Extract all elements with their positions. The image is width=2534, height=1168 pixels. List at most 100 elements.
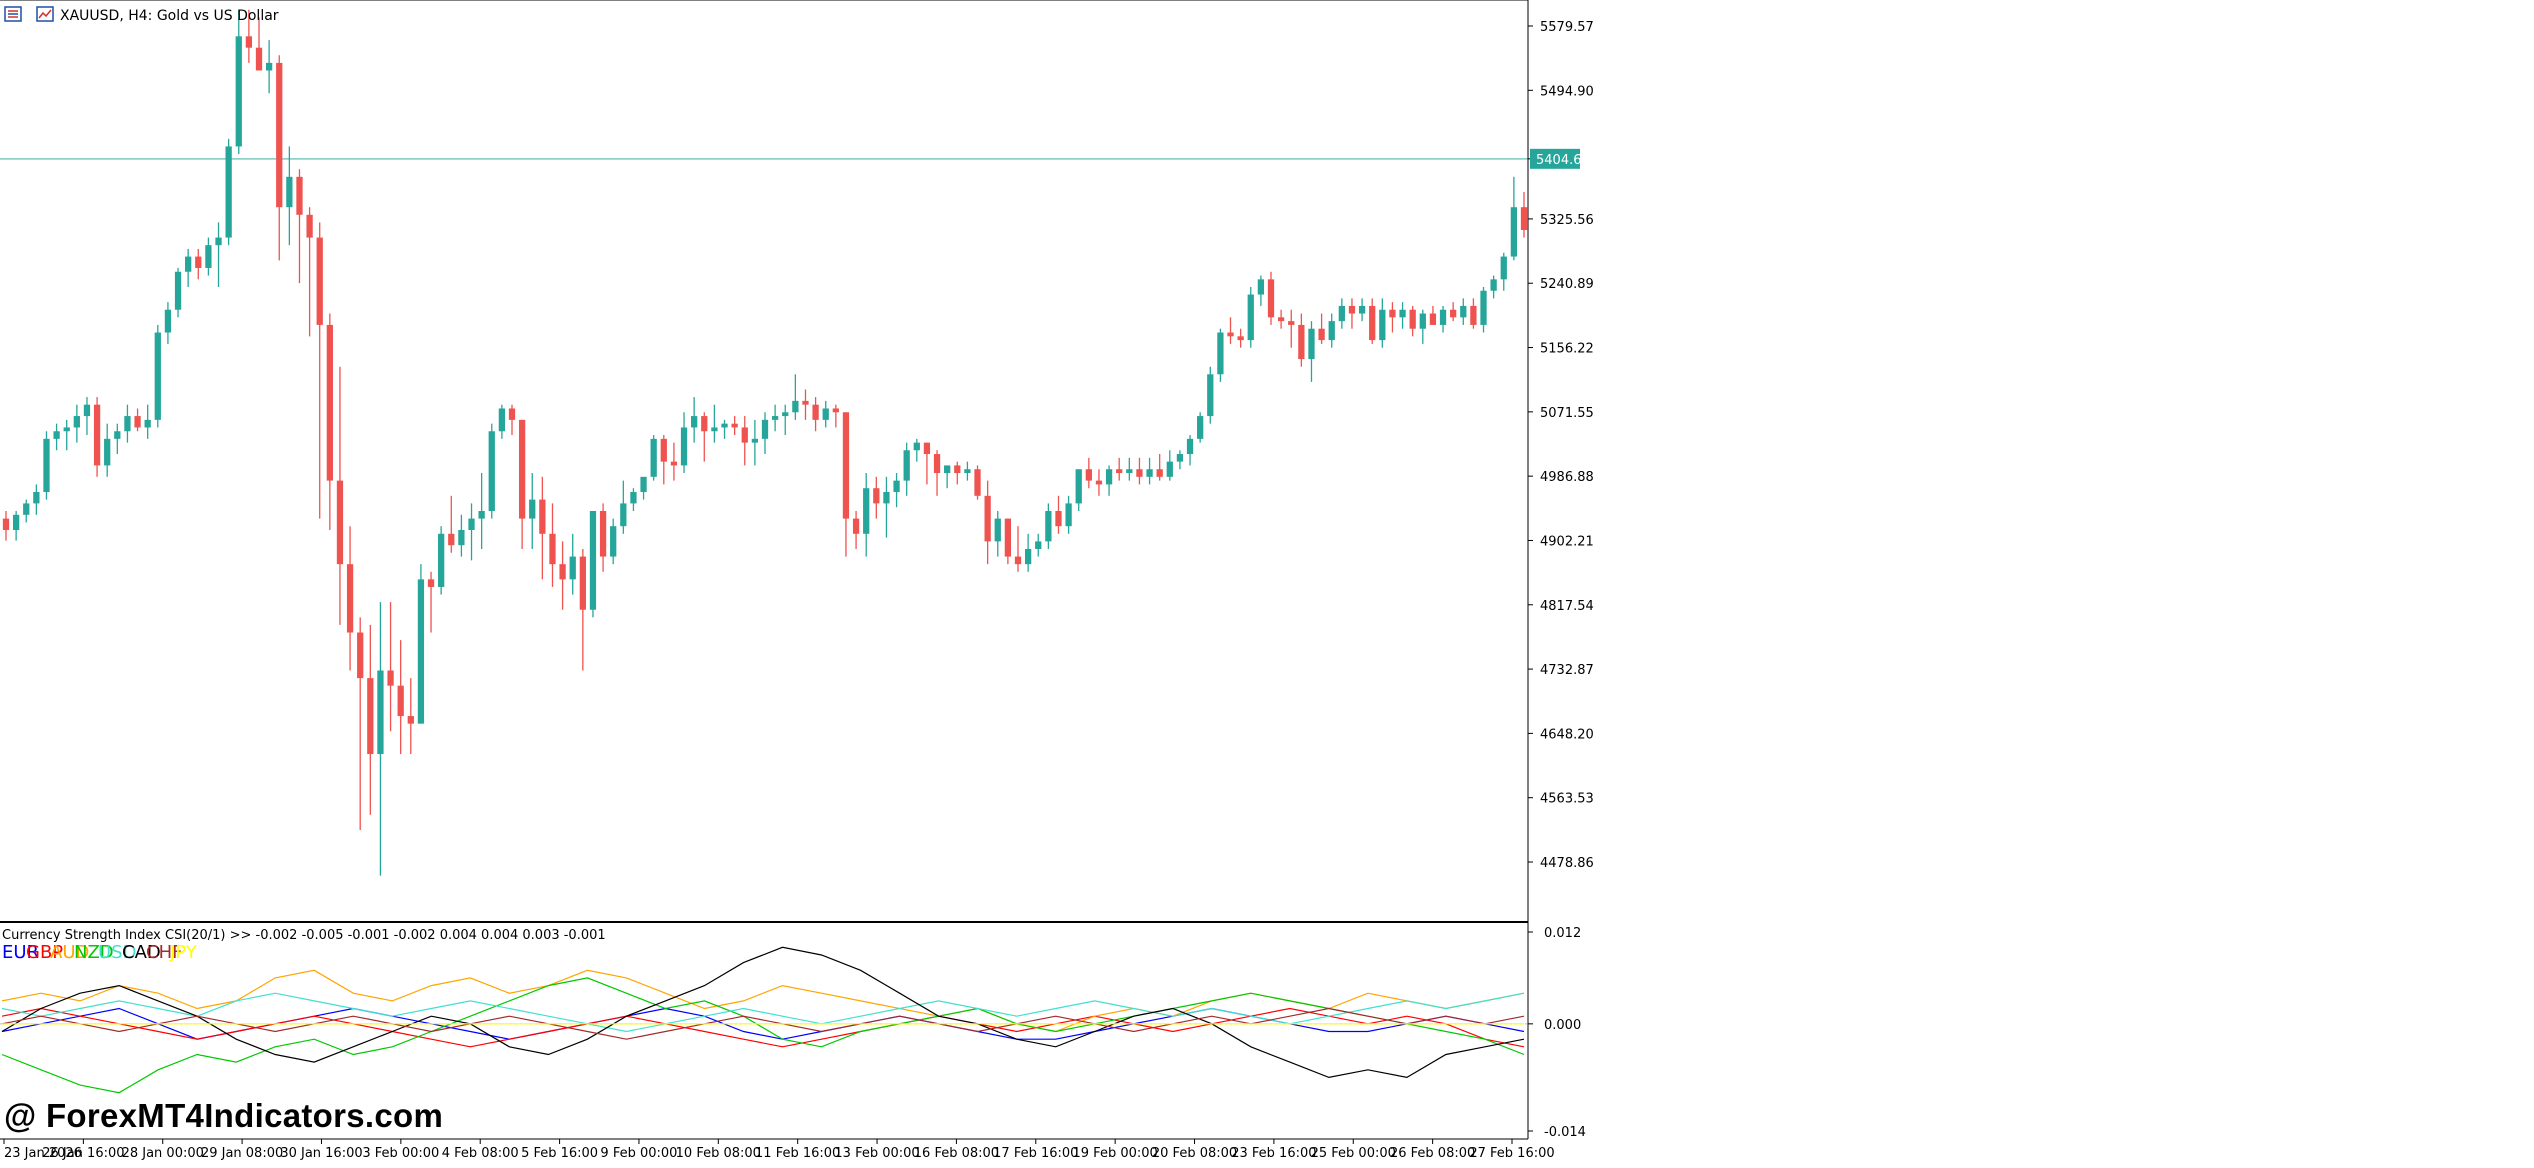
price-label: 5071.55 [1540,406,1594,421]
candle [427,571,435,633]
csi-line-cad [1,946,1525,1079]
indicator-chart-icon[interactable] [36,6,54,22]
candle [185,248,192,287]
candle-body [1207,374,1214,417]
candle [1146,457,1153,485]
candle-body [1136,469,1143,477]
time-label: 26 Jan 16:00 [42,1146,124,1161]
candle [559,541,566,610]
price-scale: 5579.57 5494.90 5404.69 5325.56 5240.89 5156.… [0,0,1594,1140]
candle [12,511,20,541]
candle-body [427,579,435,587]
candle-body [1358,305,1366,314]
candle [1186,435,1194,466]
candle-body [1419,313,1426,329]
time-label: 29 Jan 08:00 [201,1146,283,1161]
candle [63,419,70,451]
chart-list-icon[interactable] [4,6,22,22]
time-label: 3 Feb 00:00 [362,1146,439,1161]
candle [1338,298,1345,329]
candle-body [73,416,80,428]
time-label: 11 Feb 16:00 [755,1146,840,1161]
candle-body [265,62,273,71]
candle-body [1075,469,1082,504]
candle [1166,450,1173,481]
candle-body [336,480,344,565]
candle-body [863,488,870,534]
time-label: 4 Feb 08:00 [442,1146,519,1161]
candle-body [660,438,667,462]
candle-body [478,511,485,519]
candle [984,480,991,565]
candle [1510,176,1518,261]
candle-body [539,499,546,534]
candle [923,442,931,485]
candle-body [1510,207,1518,257]
candle [680,412,688,474]
candle [276,55,283,261]
candle-body [944,465,951,474]
candle-body [144,419,151,428]
candle [711,404,718,443]
candle-body [286,176,293,208]
legend-chf: CHF [146,942,183,963]
candle [1288,309,1295,348]
time-label: 27 Feb 16:00 [1469,1146,1554,1161]
candle [822,400,829,428]
candle-body [1065,503,1072,527]
candle-body [114,431,121,439]
candle [832,404,839,428]
candle [701,412,708,462]
candle [296,169,303,284]
candle-body [1409,309,1416,329]
candle [1014,526,1022,572]
candle-body [1277,317,1285,322]
candle-body [195,256,202,268]
candle [1439,305,1447,333]
candle-body [569,556,576,580]
candle-body [883,492,890,504]
candle [842,412,850,557]
candle-body [1500,256,1507,280]
candle [1055,495,1062,534]
candle [1176,450,1184,470]
candle [1480,286,1487,333]
candle-body [1257,279,1265,295]
candle-body [468,518,475,530]
candle [104,423,111,477]
candle [255,17,263,71]
candle-body [448,533,455,546]
candle [589,511,597,618]
candle [731,416,738,436]
time-label: 16 Feb 08:00 [914,1146,999,1161]
candle [1126,457,1133,481]
watermark: @ ForexMT4Indicators.com [4,1097,444,1134]
indicator-scale-label: 0.012 [1544,926,1581,941]
time-label: 26 Feb 08:00 [1390,1146,1475,1161]
candle [1075,469,1082,512]
legend-gbp: GBP [26,942,64,963]
csi-line-usd [1,992,1525,1033]
candle [1328,313,1335,348]
candle-body [1247,294,1254,341]
candle-body [1116,469,1123,474]
candle [225,138,232,246]
candle-body [296,176,303,215]
candle [792,374,799,420]
candle [144,404,151,439]
candle-body [933,454,941,474]
candle [498,404,506,439]
price-label: 5579.57 [1540,20,1594,35]
candle-body [12,514,20,530]
candle [1197,412,1204,443]
candle [1045,503,1052,549]
candle [205,237,212,276]
candle [569,533,576,595]
candle-body [923,442,931,455]
candle-body [751,438,759,443]
candle-body [124,416,131,432]
candle-body [43,438,50,493]
candle [1085,457,1092,489]
